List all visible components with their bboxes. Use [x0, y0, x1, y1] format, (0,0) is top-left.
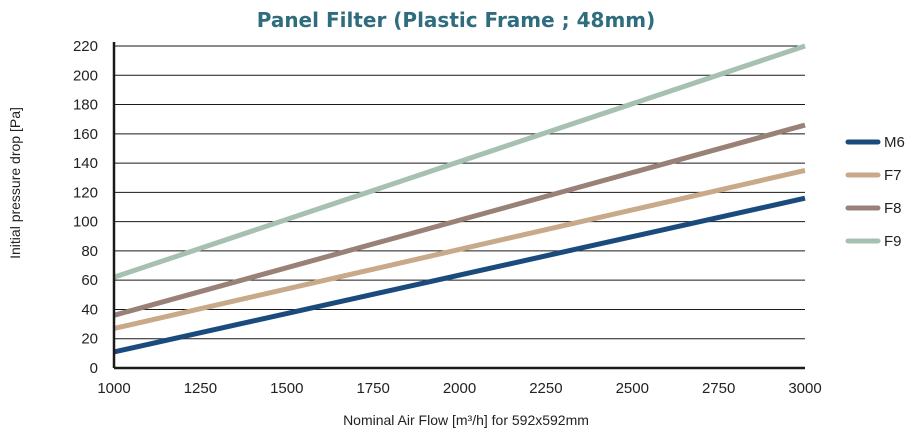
y-tick-label: 100 [73, 214, 98, 231]
x-tick-label: 2500 [616, 380, 649, 397]
y-tick-label: 160 [73, 126, 98, 143]
x-axis-label: Nominal Air Flow [m³/h] for 592x592mm [343, 412, 589, 428]
x-tick-label: 2750 [702, 380, 735, 397]
y-tick-label: 60 [81, 272, 98, 289]
x-tick-label: 1250 [184, 380, 217, 397]
x-tick-label: 2000 [443, 380, 476, 397]
series-line-m6 [113, 195, 806, 355]
x-tick-label: 2250 [529, 380, 562, 397]
chart-title: Panel Filter (Plastic Frame ; 48mm) [256, 8, 656, 32]
legend-label-m6: M6 [884, 134, 905, 151]
legend-label-f7: F7 [884, 167, 902, 184]
x-tick-label: 1000 [97, 380, 130, 397]
y-tick-label: 180 [73, 97, 98, 114]
y-tick-label: 200 [73, 67, 98, 84]
legend-label-f8: F8 [884, 200, 902, 217]
series-line-f9 [113, 43, 806, 280]
x-tick-label: 1750 [356, 380, 389, 397]
x-tick-label: 3000 [788, 380, 821, 397]
legend-label-f9: F9 [884, 233, 902, 250]
series-line-f7 [113, 167, 806, 331]
series-line-f8 [113, 122, 806, 318]
y-tick-label: 220 [73, 38, 98, 55]
y-tick-label: 80 [81, 243, 98, 260]
x-tick-label: 1500 [270, 380, 303, 397]
y-tick-label: 120 [73, 184, 98, 201]
y-tick-label: 0 [90, 360, 98, 377]
y-tick-label: 20 [81, 331, 98, 348]
y-tick-label: 140 [73, 155, 98, 172]
y-tick-label: 40 [81, 301, 98, 318]
y-axis-label: Initial pressure drop [Pa] [7, 107, 23, 259]
